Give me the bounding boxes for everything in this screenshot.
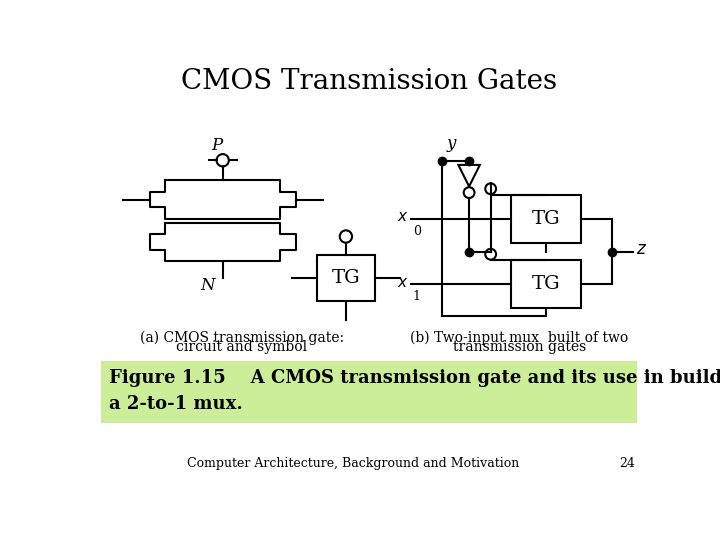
Text: P: P	[211, 137, 222, 154]
Text: (a) CMOS transmission gate:: (a) CMOS transmission gate:	[140, 330, 344, 345]
Text: Computer Architecture, Background and Motivation: Computer Architecture, Background and Mo…	[187, 457, 520, 470]
Text: 24: 24	[619, 457, 635, 470]
Text: y: y	[447, 135, 456, 152]
Text: a 2-to-1 mux.: a 2-to-1 mux.	[109, 395, 243, 413]
Bar	[511, 195, 581, 242]
Bar	[511, 260, 581, 308]
Bar	[317, 255, 375, 301]
Text: 1: 1	[413, 291, 421, 303]
Text: TG: TG	[532, 210, 560, 228]
Text: circuit and symbol: circuit and symbol	[176, 340, 307, 354]
Text: $z$: $z$	[636, 241, 647, 259]
Text: TG: TG	[332, 269, 360, 287]
Text: N: N	[200, 278, 215, 294]
Text: (b) Two-input mux  built of two: (b) Two-input mux built of two	[410, 330, 629, 345]
Text: TG: TG	[532, 275, 560, 293]
Text: 0: 0	[413, 225, 421, 238]
Text: CMOS Transmission Gates: CMOS Transmission Gates	[181, 68, 557, 95]
Text: $x$: $x$	[397, 276, 408, 289]
Text: Figure 1.15    A CMOS transmission gate and its use in building: Figure 1.15 A CMOS transmission gate and…	[109, 369, 720, 387]
Text: $x$: $x$	[397, 210, 408, 224]
Text: transmission gates: transmission gates	[453, 340, 586, 354]
Bar	[101, 361, 637, 423]
